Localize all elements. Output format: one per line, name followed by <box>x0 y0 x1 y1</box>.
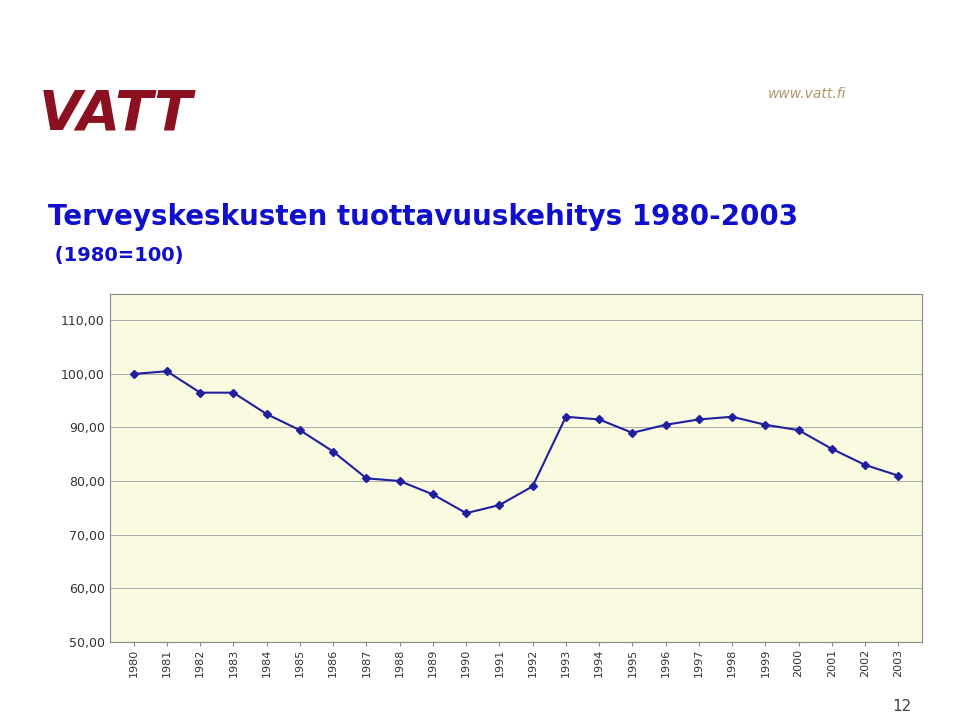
Text: Terveyskeskusten tuottavuuskehitys 1980-2003: Terveyskeskusten tuottavuuskehitys 1980-… <box>48 203 798 231</box>
Text: (1980=100): (1980=100) <box>48 247 183 265</box>
Text: 12: 12 <box>893 699 912 714</box>
Text: VATT: VATT <box>38 87 192 141</box>
Text: www.vatt.fi: www.vatt.fi <box>768 87 847 101</box>
Wedge shape <box>845 0 960 96</box>
